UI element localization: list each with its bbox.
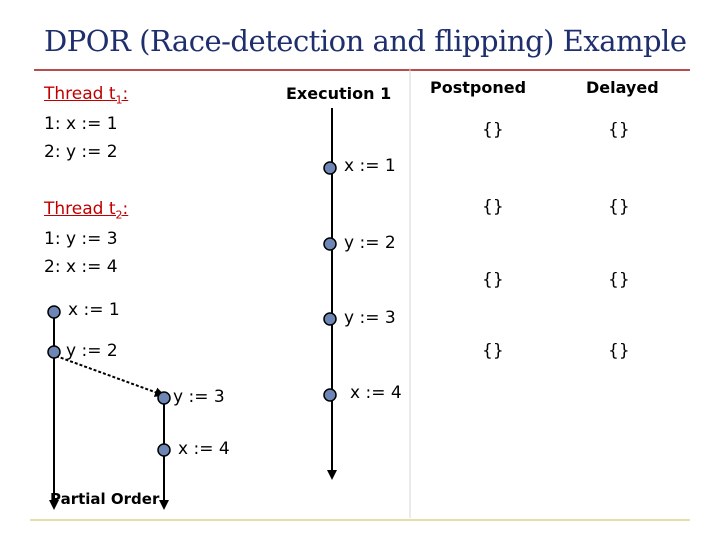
delayed-cell-2: {}: [608, 197, 630, 217]
po-left-event-2: y := 2: [66, 341, 118, 361]
execution-node-3: [323, 312, 337, 326]
partial-order-label: Partial Order: [50, 490, 160, 508]
thread1-line-2: 2: y := 2: [44, 142, 118, 162]
postponed-cell-3: {}: [482, 270, 504, 290]
execution-node-1: [323, 161, 337, 175]
thread1-line-1: 1: x := 1: [44, 114, 118, 134]
header-postponed: Postponed: [430, 78, 527, 97]
thread2-line-1: 1: y := 3: [44, 229, 118, 249]
po-node-y2: [47, 345, 61, 359]
postponed-cell-1: {}: [482, 120, 504, 140]
execution-event-2: y := 2: [344, 233, 396, 253]
delayed-cell-1: {}: [608, 120, 630, 140]
delayed-cell-4: {}: [608, 341, 630, 361]
thread2-line-2: 2: x := 4: [44, 257, 118, 277]
header-delayed: Delayed: [586, 78, 659, 97]
po-node-x1: [47, 305, 61, 319]
execution-node-2: [323, 237, 337, 251]
postponed-cell-2: {}: [482, 197, 504, 217]
slide-title: DPOR (Race-detection and flipping) Examp…: [44, 24, 687, 58]
thread2-colon: :: [122, 199, 129, 219]
po-right-event-1: y := 3: [173, 387, 225, 407]
dependency-arrow: [55, 355, 165, 397]
thread2-heading: Thread t2:: [44, 199, 129, 222]
po-node-y3: [157, 391, 171, 405]
thread2-subscript: 2: [115, 208, 123, 222]
execution-node-4: [323, 388, 337, 402]
thread1-name: Thread t: [44, 84, 116, 104]
thread1-subscript: 1: [115, 93, 123, 107]
execution-event-1: x := 1: [344, 156, 396, 176]
postponed-cell-4: {}: [482, 341, 504, 361]
delayed-cell-3: {}: [608, 270, 630, 290]
po-right-event-2: x := 4: [178, 439, 230, 459]
thread1-heading: Thread t1:: [44, 84, 129, 107]
thread2-name: Thread t: [44, 199, 116, 219]
execution-event-3: y := 3: [344, 308, 396, 328]
po-node-x4: [157, 443, 171, 457]
po-left-event-1: x := 1: [68, 300, 120, 320]
execution-event-4: x := 4: [350, 383, 402, 403]
execution-label: Execution 1: [286, 84, 392, 103]
thread1-colon: :: [122, 84, 129, 104]
